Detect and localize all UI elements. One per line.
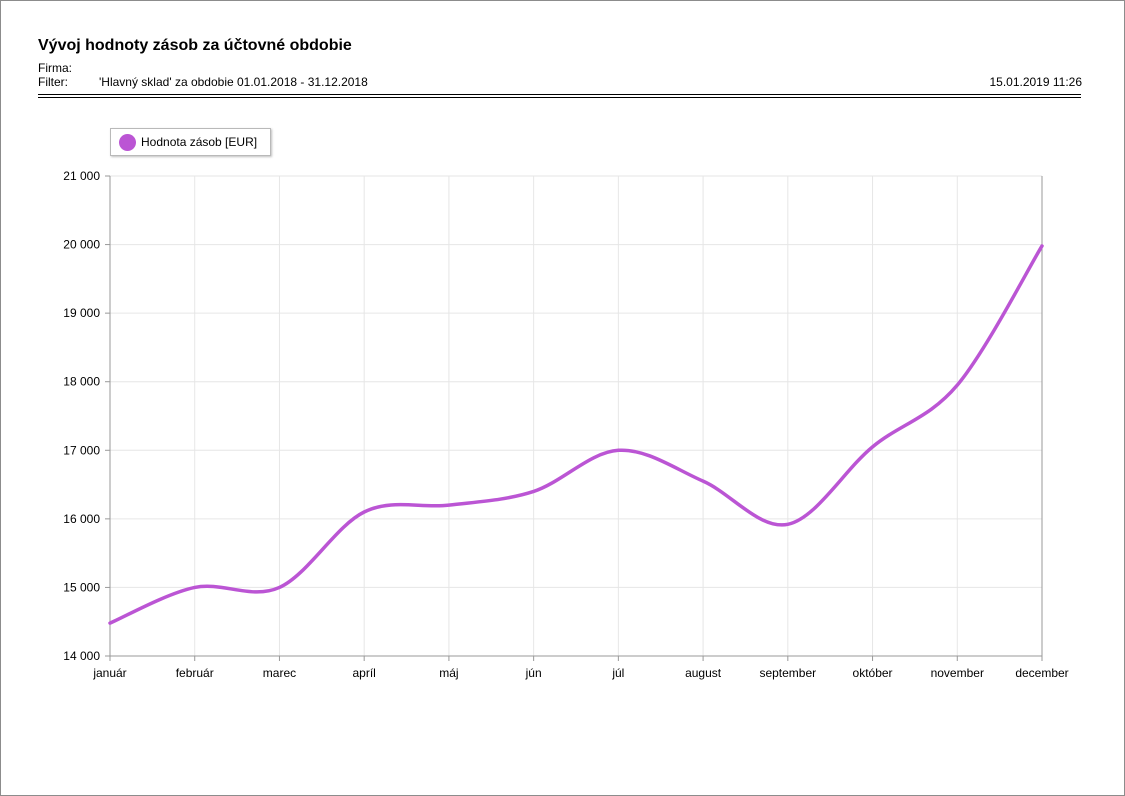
y-tick-label: 16 000 [63, 512, 100, 526]
legend-label: Hodnota zásob [EUR] [141, 135, 258, 149]
filter-value: 'Hlavný sklad' za obdobie 01.01.2018 - 3… [99, 75, 368, 89]
y-tick-label: 18 000 [63, 375, 100, 389]
chart-legend: Hodnota zásob [EUR] [110, 128, 271, 156]
x-tick-label: január [92, 666, 126, 680]
legend-swatch [119, 134, 136, 151]
header-rule-top [38, 94, 1081, 95]
x-tick-label: júl [611, 666, 624, 680]
y-tick-label: 14 000 [63, 649, 100, 663]
series-layer [108, 244, 1044, 625]
x-tick-label: december [1015, 666, 1068, 680]
x-tick-label: apríl [353, 666, 376, 680]
x-tick-label: marec [263, 666, 296, 680]
x-tick-label: február [176, 666, 214, 680]
x-tick-label: august [685, 666, 722, 680]
x-tick-label: október [853, 666, 893, 680]
x-tick-label: máj [439, 666, 458, 680]
filter-label: Filter: [38, 75, 68, 89]
y-tick-label: 19 000 [63, 306, 100, 320]
y-tick-label: 17 000 [63, 443, 100, 457]
report-timestamp: 15.01.2019 11:26 [989, 75, 1082, 89]
y-tick-label: 21 000 [63, 169, 100, 183]
x-tick-label: september [759, 666, 816, 680]
x-tick-label: jún [525, 666, 542, 680]
header-rule-bottom [38, 97, 1081, 98]
axes [105, 175, 1043, 661]
report-title: Vývoj hodnoty zásob za účtovné obdobie [38, 37, 352, 54]
series-line [108, 244, 1044, 625]
grid [109, 175, 1043, 657]
y-tick-label: 20 000 [63, 238, 100, 252]
firma-label: Firma: [38, 61, 72, 75]
tick-labels: 14 000 15 000 16 000 17 000 18 000 19 000 20 0… [63, 169, 1068, 680]
x-tick-label: november [931, 666, 984, 680]
y-tick-label: 15 000 [63, 580, 100, 594]
